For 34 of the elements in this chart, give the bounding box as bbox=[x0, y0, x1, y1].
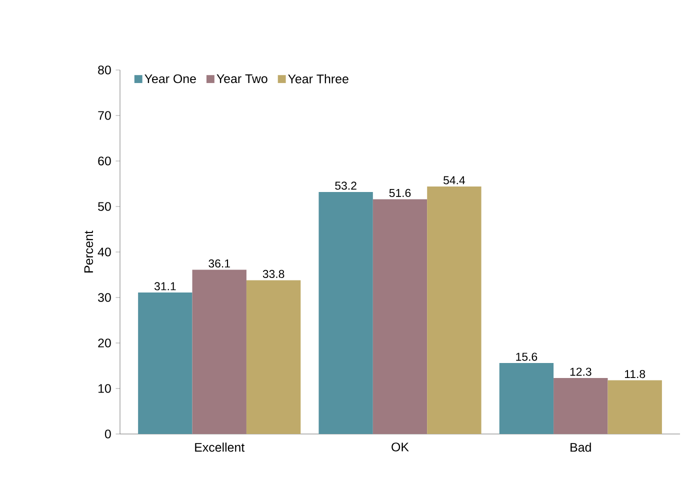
bar bbox=[192, 270, 246, 434]
bar bbox=[499, 363, 554, 434]
legend-label: Year Two bbox=[216, 74, 268, 84]
bar bbox=[554, 378, 608, 434]
legend-label: Year Three bbox=[288, 74, 348, 84]
y-tick-label: 10 bbox=[98, 384, 111, 393]
bar bbox=[427, 186, 482, 434]
y-tick-label: 70 bbox=[98, 111, 111, 120]
bar bbox=[608, 380, 662, 434]
y-axis-title: Percent bbox=[84, 230, 94, 272]
data-label: 11.8 bbox=[624, 370, 646, 378]
data-label: 53.2 bbox=[335, 182, 356, 190]
y-tick-label: 50 bbox=[98, 202, 111, 211]
y-tick-label: 80 bbox=[98, 66, 111, 74]
x-tick-label: Bad bbox=[570, 442, 591, 452]
y-tick-label: 40 bbox=[98, 248, 111, 256]
bar bbox=[318, 192, 373, 434]
y-tick-label: 60 bbox=[98, 156, 111, 166]
data-label: 31.1 bbox=[154, 282, 176, 290]
x-tick-label: OK bbox=[392, 442, 409, 452]
x-tick-label: Excellent bbox=[195, 442, 245, 452]
data-label: 51.6 bbox=[389, 188, 411, 198]
data-label: 12.3 bbox=[570, 368, 592, 376]
bar bbox=[138, 292, 192, 434]
bar bbox=[372, 199, 428, 434]
bar bbox=[246, 280, 301, 434]
data-label: 15.6 bbox=[516, 352, 538, 361]
y-tick-label: 30 bbox=[98, 293, 111, 302]
legend-label: Year One bbox=[144, 74, 196, 84]
y-tick-label: 0 bbox=[104, 430, 111, 438]
data-label: 54.4 bbox=[444, 176, 466, 184]
data-label: 33.8 bbox=[262, 270, 284, 278]
data-label: 36.1 bbox=[208, 259, 230, 268]
y-tick-label: 20 bbox=[98, 338, 111, 348]
